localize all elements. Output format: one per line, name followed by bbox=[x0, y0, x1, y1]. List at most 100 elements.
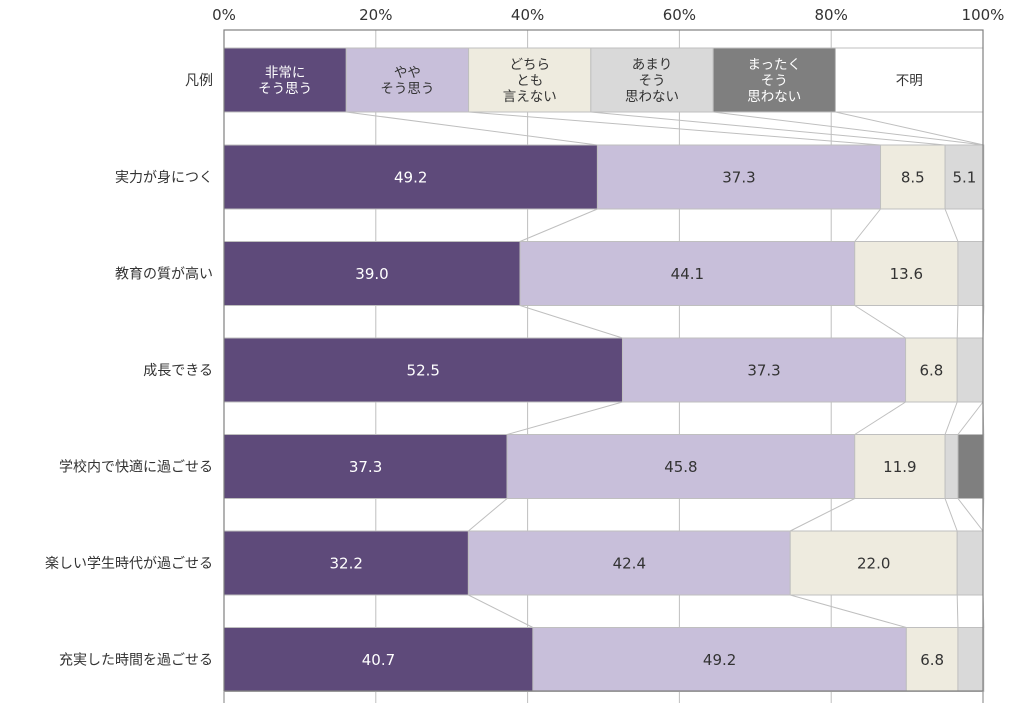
bar-segment bbox=[880, 144, 946, 210]
data-label: 52.5 bbox=[407, 362, 440, 380]
bar-segment bbox=[223, 337, 623, 403]
connector-line bbox=[944, 498, 958, 532]
bar-segment bbox=[957, 434, 985, 499]
legend-label: そう思う bbox=[258, 81, 312, 97]
data-label: 8.5 bbox=[901, 169, 925, 187]
legend-label: まったく bbox=[748, 57, 801, 73]
legend-label: 思わない bbox=[625, 89, 679, 105]
bar-segment bbox=[223, 144, 598, 210]
category-label: 実力が身につく bbox=[115, 170, 213, 186]
bar-segment bbox=[944, 434, 959, 499]
bar-segment bbox=[223, 627, 534, 692]
bar-segment bbox=[621, 337, 907, 403]
legend-swatch bbox=[345, 47, 470, 113]
category-label: 成長できる bbox=[143, 363, 213, 379]
legend-swatch bbox=[223, 47, 347, 113]
x-tick-label: 40% bbox=[511, 6, 544, 24]
bar-segment bbox=[596, 144, 882, 210]
bar-segment bbox=[957, 627, 985, 692]
data-label: 39.0 bbox=[355, 265, 388, 283]
bar-segment bbox=[789, 530, 958, 596]
connector-line bbox=[519, 208, 598, 242]
connector-line bbox=[506, 401, 623, 435]
connector-line bbox=[590, 111, 946, 146]
connector-line bbox=[854, 401, 906, 435]
data-label: 37.3 bbox=[747, 362, 780, 380]
connector-line bbox=[957, 498, 984, 532]
category-label: 学校内で快適に過ごせる bbox=[59, 459, 213, 476]
data-label: 37.3 bbox=[349, 458, 382, 476]
data-label: 45.8 bbox=[664, 458, 697, 476]
connector-line bbox=[854, 305, 906, 339]
legend-title: 凡例 bbox=[185, 73, 213, 89]
connector-line bbox=[944, 208, 959, 242]
data-label: 37.3 bbox=[722, 169, 755, 187]
data-label: 40.7 bbox=[362, 651, 395, 669]
bar-segment bbox=[532, 627, 907, 692]
connector-line bbox=[468, 111, 881, 146]
legend-label: そう bbox=[639, 73, 666, 89]
legend-swatch bbox=[468, 47, 592, 113]
plot-frame bbox=[223, 29, 984, 692]
data-label: 5.1 bbox=[952, 169, 976, 187]
bar-segment bbox=[506, 434, 856, 499]
connector-line bbox=[957, 401, 984, 435]
legend-label: そう思う bbox=[380, 81, 434, 97]
data-label: 6.8 bbox=[919, 362, 943, 380]
bar-segment bbox=[467, 530, 791, 596]
bar-segment bbox=[223, 434, 508, 499]
legend-label: そう bbox=[761, 73, 788, 89]
x-tick-label: 20% bbox=[359, 6, 392, 24]
x-tick-label: 100% bbox=[962, 6, 1005, 24]
legend-label: 不明 bbox=[896, 73, 923, 89]
connector-line bbox=[854, 208, 881, 242]
legend-label: あまり bbox=[632, 57, 673, 73]
data-label: 11.9 bbox=[883, 458, 916, 476]
x-tick-label: 0% bbox=[212, 6, 236, 24]
bar-segment bbox=[223, 530, 469, 596]
data-label: 32.2 bbox=[329, 555, 362, 573]
bar-segment bbox=[944, 144, 985, 210]
category-label: 充実した時間を過ごせる bbox=[59, 653, 213, 669]
legend-label: 言えない bbox=[503, 89, 557, 105]
data-label: 49.2 bbox=[703, 651, 736, 669]
labels: 0% 20% 40% 60% 80% 100% 49.2 37.3 8.5 5.1 実力が身につく 3… bbox=[45, 6, 1004, 669]
connector-line bbox=[835, 111, 984, 146]
connector-line bbox=[956, 594, 959, 628]
legend-label: 思わない bbox=[747, 89, 801, 105]
connector-line bbox=[944, 401, 958, 435]
x-tick-label: 60% bbox=[663, 6, 696, 24]
legend-swatch bbox=[712, 47, 836, 113]
data-label: 13.6 bbox=[890, 265, 923, 283]
bar-segment bbox=[854, 434, 946, 499]
connector-line bbox=[468, 594, 534, 628]
data-label: 49.2 bbox=[394, 169, 427, 187]
connector-line bbox=[956, 305, 959, 339]
connector-line bbox=[468, 498, 508, 532]
connector-line bbox=[713, 111, 984, 146]
data-label: 44.1 bbox=[671, 265, 704, 283]
legend-label: やや bbox=[394, 65, 421, 81]
connector-line bbox=[346, 111, 598, 146]
connector-line bbox=[519, 305, 623, 339]
bar-segment bbox=[956, 530, 984, 596]
bar-segment bbox=[957, 241, 985, 306]
connector-line bbox=[789, 498, 855, 532]
legend-label: 非常に bbox=[265, 65, 306, 81]
legend-swatch bbox=[834, 47, 984, 113]
legend-label: どちら bbox=[509, 57, 550, 73]
bar-segment bbox=[854, 241, 959, 306]
legend-swatch bbox=[590, 47, 714, 113]
category-label: 楽しい学生時代が過ごせる bbox=[45, 556, 213, 572]
data-label: 42.4 bbox=[613, 555, 646, 573]
legend-label: とも bbox=[516, 73, 543, 89]
category-label: 教育の質が高い bbox=[115, 266, 213, 283]
connector-line bbox=[790, 594, 907, 628]
bar-segment bbox=[223, 241, 521, 306]
data-label: 6.8 bbox=[920, 651, 944, 669]
bar-segment bbox=[956, 337, 984, 403]
bar-segment bbox=[519, 241, 856, 306]
connector-lines bbox=[346, 111, 985, 628]
data-label: 22.0 bbox=[857, 555, 890, 573]
